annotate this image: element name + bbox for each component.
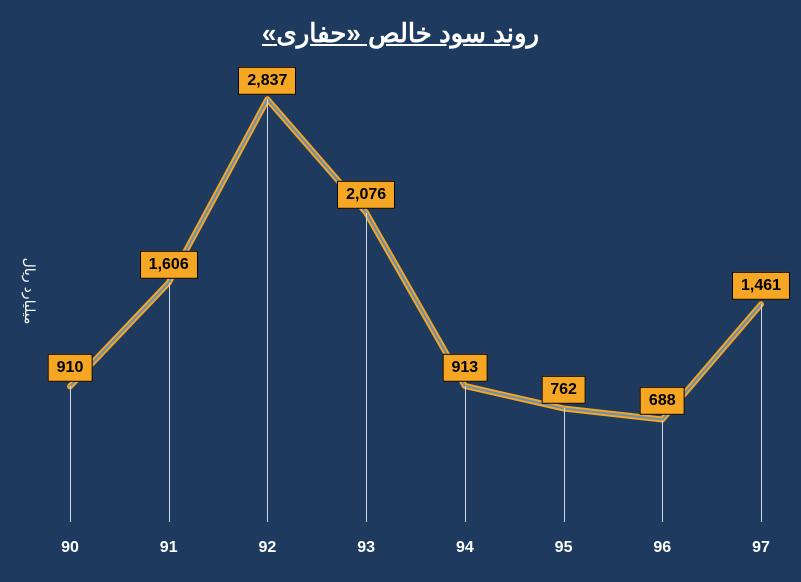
chart-title: روند سود خالص «حفاری» [0,18,801,49]
line-series [70,75,761,522]
x-tick-label: 94 [456,539,474,557]
drop-line [366,213,367,522]
x-tick-label: 92 [259,539,277,557]
drop-line [169,283,170,522]
x-tick-label: 93 [357,539,375,557]
x-tick-label: 95 [555,539,573,557]
data-label: 688 [640,387,685,415]
data-label: 2,837 [238,67,296,95]
drop-line [267,99,268,522]
x-tick-label: 91 [160,539,178,557]
x-tick-label: 90 [61,539,79,557]
x-tick-label: 97 [752,539,770,557]
drop-line [70,386,71,522]
drop-line [465,386,466,522]
x-tick-label: 96 [653,539,671,557]
data-label: 910 [48,354,93,382]
drop-line [662,420,663,523]
data-label: 762 [541,376,586,404]
data-label: 2,076 [337,180,395,208]
drop-line [761,304,762,522]
data-label: 1,461 [732,272,790,300]
chart-plot-area: 910901,606912,837922,0769391394762956889… [70,75,761,522]
data-label: 1,606 [140,251,198,279]
data-label: 913 [442,354,487,382]
y-axis-label: میلیارد ریال [22,258,38,325]
drop-line [564,408,565,522]
